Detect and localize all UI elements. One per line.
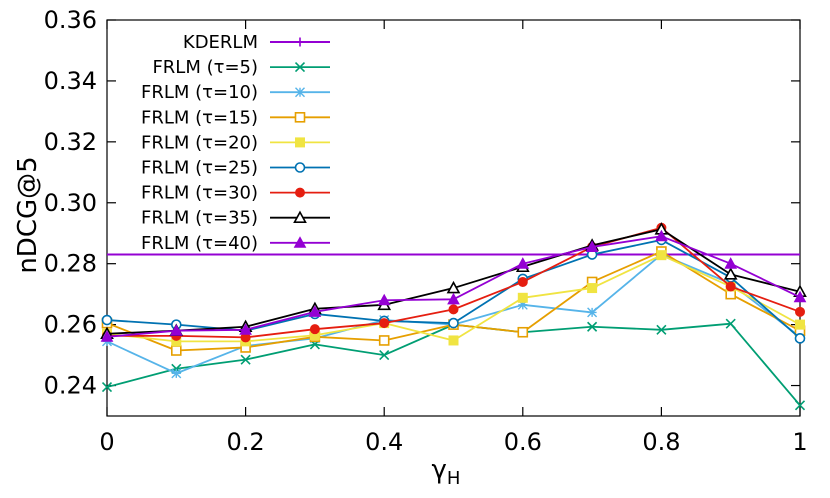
data-point	[448, 304, 459, 315]
x-tick-label: 0.8	[642, 428, 680, 456]
x-tick-label: 0.4	[365, 428, 403, 456]
data-point	[308, 305, 322, 317]
data-point	[239, 323, 252, 335]
y-tick-label: 0.24	[44, 372, 97, 400]
legend-label: FRLM (τ=15)	[141, 107, 258, 128]
legend-marker	[294, 162, 306, 173]
data-point	[377, 293, 391, 306]
legend-label: FRLM (τ=25)	[141, 158, 258, 179]
x-tick-label: 0.2	[227, 428, 265, 456]
legend: KDERLM FRLM (τ=5) FRLM (τ=10) FRLM (τ=15) FR…	[141, 32, 330, 254]
data-point	[379, 318, 390, 329]
data-point	[100, 330, 114, 342]
data-point	[101, 381, 113, 393]
data-point	[101, 314, 113, 326]
y-tick-label: 0.26	[44, 311, 97, 339]
data-point	[587, 321, 598, 332]
series-8	[100, 229, 807, 342]
y-tick-label: 0.30	[44, 189, 97, 217]
data-point	[517, 276, 528, 287]
legend-entry: FRLM (τ=15)	[141, 107, 330, 128]
data-point	[725, 318, 736, 329]
data-point	[240, 354, 251, 365]
data-point	[378, 335, 390, 346]
legend-marker	[293, 210, 307, 223]
legend-marker	[295, 37, 305, 47]
data-point	[448, 335, 459, 346]
data-point	[587, 307, 598, 318]
x-axis-label: γH	[432, 455, 461, 489]
legend-entry: FRLM (τ=20)	[141, 132, 330, 153]
legend-label: FRLM (τ=10)	[141, 82, 258, 103]
data-point	[448, 317, 459, 329]
y-tick-label: 0.28	[44, 250, 97, 278]
data-point	[171, 345, 182, 356]
legend-entry: FRLM (τ=40)	[141, 233, 330, 254]
data-point	[585, 240, 599, 252]
x-tick-label: 0.6	[504, 428, 542, 456]
data-point	[795, 306, 805, 317]
data-point	[724, 257, 738, 269]
data-point	[309, 324, 320, 335]
data-point	[379, 350, 390, 361]
axes: nDCG@5 γH 0.24 0.26 0.28 0.30 0.32 0.34 0.36 0 0…	[13, 6, 808, 489]
data-point	[169, 324, 183, 336]
series-1	[101, 318, 806, 411]
legend-marker	[294, 112, 306, 123]
legend-label: KDERLM	[183, 32, 258, 53]
data-point	[794, 333, 806, 344]
data-point	[171, 368, 182, 379]
legend-label: FRLM (τ=35)	[141, 208, 258, 229]
y-axis-label: nDCG@5	[13, 156, 43, 273]
data-point	[517, 299, 528, 310]
data-point	[656, 250, 667, 261]
legend-marker	[295, 87, 305, 98]
legend-entry: KDERLM	[183, 32, 330, 53]
legend-marker	[295, 137, 305, 148]
y-tick-label: 0.36	[44, 6, 97, 34]
data-point	[656, 324, 667, 335]
legend-label: FRLM (τ=30)	[141, 183, 258, 204]
legend-entry: FRLM (τ=35)	[141, 208, 330, 229]
data-point	[793, 290, 807, 303]
y-tick-label: 0.32	[44, 128, 97, 156]
x-tick-label: 1	[792, 428, 807, 456]
data-point	[446, 280, 461, 294]
data-point	[517, 292, 528, 303]
data-point	[655, 229, 668, 242]
legend-label: FRLM (τ=20)	[141, 132, 258, 153]
data-point	[795, 319, 805, 330]
data-point	[723, 267, 738, 280]
legend-entry: FRLM (τ=10)	[141, 82, 330, 103]
x-tick-label: 0	[99, 428, 114, 456]
data-point	[447, 292, 460, 305]
data-point	[587, 283, 598, 294]
legend-entry: FRLM (τ=30)	[141, 183, 330, 204]
series-layer	[100, 222, 807, 411]
legend-marker	[295, 187, 305, 198]
legend-entry: FRLM (τ=25)	[141, 158, 330, 179]
legend-label: FRLM (τ=5)	[152, 57, 258, 78]
legend-entry: FRLM (τ=5)	[152, 57, 330, 78]
data-point	[725, 281, 736, 292]
data-point	[794, 400, 806, 411]
y-tick-label: 0.34	[44, 67, 97, 95]
data-point	[516, 257, 530, 269]
plot-frame	[106, 19, 801, 417]
legend-label: FRLM (τ=40)	[141, 233, 258, 254]
legend-marker	[294, 62, 306, 73]
legend-marker	[293, 236, 307, 248]
plot-border	[106, 19, 801, 417]
data-point	[517, 326, 529, 338]
